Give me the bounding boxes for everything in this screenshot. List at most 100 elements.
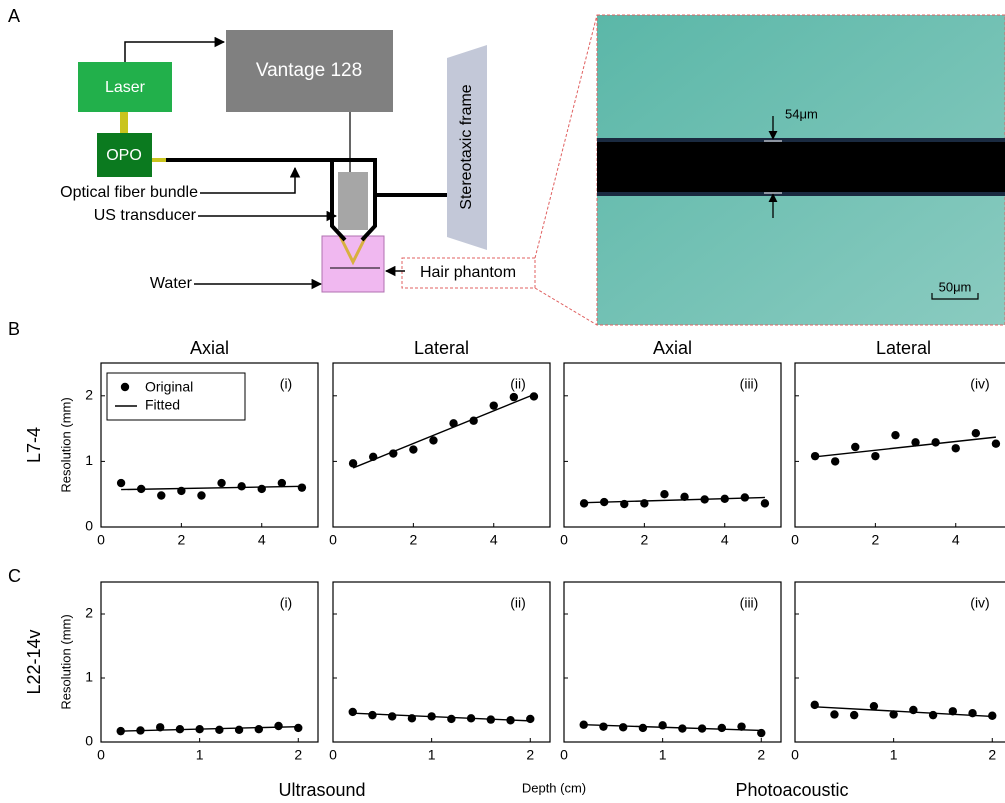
- x-tick-label: 2: [409, 532, 417, 548]
- group-label: Photoacoustic: [735, 780, 848, 800]
- fit-line: [352, 393, 535, 469]
- x-tick-label: 4: [490, 532, 498, 548]
- data-point: [869, 701, 879, 711]
- phantom-box: [401, 257, 536, 289]
- fit-line: [121, 485, 302, 491]
- data-point: [911, 438, 920, 447]
- opo-label: OPO: [106, 147, 142, 164]
- micrograph: 54μm 50μm: [596, 14, 1005, 326]
- group-label: Ultrasound: [278, 780, 365, 800]
- zoom-line: [534, 14, 598, 259]
- x-tick-label: 0: [791, 532, 799, 548]
- data-point: [489, 401, 498, 410]
- beam: [120, 112, 128, 133]
- zoom-line: [534, 287, 598, 326]
- laser-box: [78, 62, 172, 112]
- data-point: [717, 723, 727, 733]
- data-point: [951, 444, 960, 453]
- scale-label: 50μm: [939, 279, 972, 294]
- plot-frame: [563, 362, 782, 528]
- data-point: [971, 428, 981, 438]
- x-tick-label: 2: [757, 747, 765, 763]
- data-point: [348, 459, 358, 468]
- stereotaxic-frame: [447, 45, 487, 250]
- data-point: [810, 700, 819, 710]
- water-label: Water: [150, 275, 193, 292]
- opo-box: [97, 133, 152, 177]
- scale-bar: [931, 293, 979, 300]
- panel-tag: (iii): [740, 376, 759, 392]
- fit-line: [583, 724, 762, 732]
- setup-diagram: Laser Vantage 128 OPO Stereotaxic frame …: [60, 14, 598, 326]
- fit-line: [120, 725, 299, 732]
- data-point: [526, 714, 535, 724]
- chart-title: Axial: [653, 338, 692, 358]
- x-tick-label: 1: [196, 747, 204, 763]
- y-tick-label: 1: [85, 669, 93, 685]
- fit-line: [815, 436, 997, 458]
- data-point: [889, 710, 898, 719]
- chart: Axial (iii) 0 2 4: [560, 338, 782, 548]
- arrow: [200, 166, 301, 194]
- data-point: [680, 492, 689, 502]
- light-cone: [338, 235, 368, 266]
- data-point: [891, 430, 900, 440]
- data-point: [638, 723, 648, 733]
- y-axis-label: Resolution (mm): [58, 397, 73, 492]
- fit-line: [352, 712, 531, 722]
- data-point: [579, 499, 589, 508]
- x-tick-label: 4: [721, 532, 729, 548]
- x-tick-label: 2: [640, 532, 648, 548]
- panel-tag: (iv): [970, 595, 989, 611]
- x-tick-label: 0: [97, 747, 105, 763]
- legend-label: Original: [145, 379, 193, 395]
- y-tick-label: 2: [85, 605, 93, 621]
- data-point: [851, 442, 860, 452]
- data-point: [658, 721, 667, 730]
- vantage-label: Vantage 128: [256, 60, 362, 81]
- x-tick-label: 2: [526, 747, 534, 763]
- x-tick-label: 1: [890, 747, 898, 763]
- vantage-box: [226, 30, 393, 112]
- data-point: [157, 491, 166, 500]
- data-point: [116, 478, 126, 488]
- chart: (i) L22-14v Resolution (mm) 0 1 2 0 1 2: [24, 581, 319, 763]
- panel-tag: (ii): [510, 376, 526, 392]
- plot-frame: [100, 581, 319, 743]
- data-point: [618, 723, 628, 732]
- plot-frame: [332, 581, 551, 743]
- x-tick-label: 2: [871, 532, 879, 548]
- y-tick-label: 0: [85, 733, 93, 749]
- x-tick-label: 2: [294, 747, 302, 763]
- data-point: [234, 725, 244, 735]
- data-point: [509, 392, 519, 402]
- row-label: L22-14v: [24, 629, 44, 694]
- data-point: [449, 419, 458, 428]
- x-tick-label: 0: [329, 532, 337, 548]
- data-point: [737, 722, 746, 731]
- data-point: [409, 445, 418, 454]
- x-tick-label: 1: [659, 747, 667, 763]
- panel-tag: (iv): [970, 376, 989, 392]
- chart: (ii) 0 1 2: [329, 581, 551, 763]
- data-point: [368, 710, 377, 720]
- data-point: [348, 707, 357, 717]
- y-tick-label: 1: [85, 452, 93, 468]
- chart-title: Lateral: [876, 338, 931, 358]
- chart-title: Axial: [190, 338, 229, 358]
- data-point: [871, 451, 880, 461]
- data-point: [830, 457, 840, 466]
- legend-marker: [120, 382, 130, 392]
- data-point: [237, 482, 246, 491]
- chart-title: Lateral: [414, 338, 469, 358]
- x-axis-label: Depth (cm): [522, 780, 586, 795]
- chart: Axial (i) L7-4 Resolution (mm) 0 2 4 0 1 2 Origina…: [24, 338, 319, 548]
- hair-shaft: [597, 142, 1005, 192]
- data-point: [529, 392, 539, 401]
- data-point: [277, 478, 287, 488]
- y-tick-label: 2: [85, 387, 93, 403]
- panel-label: B: [8, 319, 20, 339]
- legend-label: Fitted: [145, 397, 180, 413]
- fit-line: [814, 706, 993, 718]
- phantom-label: Hair phantom: [420, 264, 516, 281]
